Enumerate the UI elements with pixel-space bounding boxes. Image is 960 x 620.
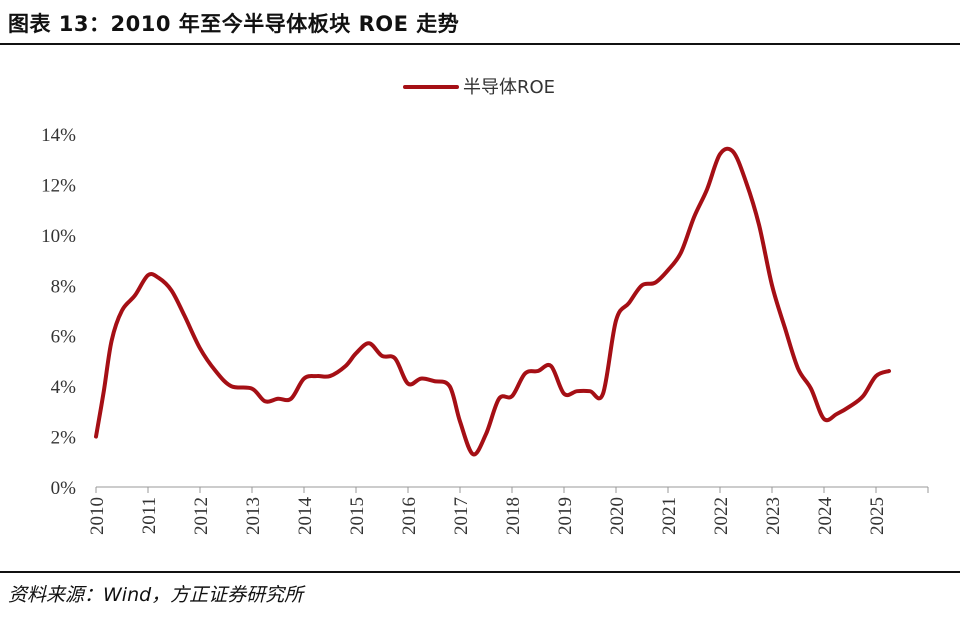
data-point bbox=[250, 387, 254, 391]
data-point bbox=[354, 351, 358, 355]
y-tick-label: 6% bbox=[51, 327, 77, 348]
x-tick-label: 2014 bbox=[295, 497, 316, 536]
data-point bbox=[432, 379, 436, 383]
y-tick-label: 10% bbox=[41, 226, 76, 247]
data-point bbox=[692, 215, 696, 219]
data-point bbox=[679, 251, 683, 255]
x-tick-label: 2020 bbox=[607, 497, 628, 535]
x-tick-label: 2013 bbox=[243, 497, 264, 535]
data-point bbox=[887, 369, 891, 373]
chart-area: 半导体ROE 0% 2% 4% 6% 8% 10% 12% 14% 2010 2011 2012 2… bbox=[0, 46, 960, 568]
series-line-semiconductor-roe bbox=[94, 146, 891, 457]
data-point bbox=[783, 326, 787, 330]
data-point bbox=[874, 374, 878, 378]
data-point bbox=[458, 419, 462, 423]
data-point bbox=[276, 397, 280, 401]
data-point bbox=[770, 283, 774, 287]
data-point bbox=[102, 389, 106, 393]
data-point bbox=[549, 364, 553, 368]
data-point bbox=[198, 346, 202, 350]
data-point bbox=[146, 273, 150, 277]
data-point bbox=[406, 382, 410, 386]
title-divider bbox=[0, 43, 960, 45]
x-tick-label: 2025 bbox=[867, 497, 888, 535]
y-tick-label: 0% bbox=[51, 478, 77, 499]
data-point bbox=[536, 369, 540, 373]
data-point bbox=[627, 301, 631, 305]
data-point bbox=[315, 374, 319, 378]
x-tick-label: 2022 bbox=[711, 497, 732, 535]
data-point bbox=[110, 339, 114, 343]
data-point bbox=[344, 364, 348, 368]
data-point bbox=[562, 392, 566, 396]
data-point bbox=[471, 452, 475, 456]
x-tick-label: 2012 bbox=[191, 497, 212, 535]
data-point bbox=[848, 404, 852, 408]
data-point bbox=[263, 399, 267, 403]
x-tick-label: 2021 bbox=[659, 497, 680, 535]
data-point bbox=[302, 377, 306, 381]
data-point bbox=[575, 389, 579, 393]
x-axis-ticks: 2010 2011 2012 2013 2014 2015 2016 2017 2018 2019… bbox=[87, 487, 929, 536]
y-tick-label: 2% bbox=[51, 428, 77, 449]
roe-line-chart: 半导体ROE 0%2%4%6%8%10%12%14% 2010 2011 2012 2… bbox=[41, 77, 929, 536]
data-point bbox=[214, 369, 218, 373]
y-tick-label: 12% bbox=[41, 175, 76, 196]
x-tick-label: 2010 bbox=[87, 497, 108, 535]
data-point bbox=[289, 397, 293, 401]
data-point bbox=[523, 372, 527, 376]
x-tick-label: 2018 bbox=[503, 497, 524, 535]
data-point bbox=[614, 319, 618, 323]
data-point bbox=[640, 283, 644, 287]
data-point bbox=[653, 281, 657, 285]
data-point bbox=[393, 356, 397, 360]
y-axis-ticks: 0% 2% 4% 6% 8% 10% 12% 14% bbox=[41, 125, 76, 499]
data-point bbox=[328, 374, 332, 378]
chart-legend: 半导体ROE bbox=[403, 77, 555, 98]
data-point bbox=[169, 288, 173, 292]
x-tick-label: 2015 bbox=[347, 497, 368, 535]
data-point bbox=[120, 309, 124, 313]
x-tick-label: 2019 bbox=[555, 497, 576, 535]
data-point bbox=[133, 293, 137, 297]
data-point bbox=[419, 377, 423, 381]
figure-title: 图表 13：2010 年至今半导体板块 ROE 走势 bbox=[8, 12, 460, 36]
series-group bbox=[94, 146, 891, 457]
legend-label: 半导体ROE bbox=[463, 77, 555, 98]
x-tick-label: 2024 bbox=[815, 497, 836, 536]
data-point bbox=[229, 384, 233, 388]
data-point bbox=[757, 223, 761, 227]
data-point bbox=[731, 150, 735, 154]
data-point bbox=[448, 384, 452, 388]
data-point bbox=[367, 341, 371, 345]
data-point bbox=[744, 180, 748, 184]
data-point bbox=[705, 187, 709, 191]
data-point bbox=[809, 387, 813, 391]
data-point bbox=[510, 394, 514, 398]
source-note: 资料来源：Wind，方正证券研究所 bbox=[8, 584, 304, 606]
x-tick-label: 2023 bbox=[763, 497, 784, 535]
data-point bbox=[796, 366, 800, 370]
footer-divider bbox=[0, 571, 960, 573]
data-point bbox=[601, 392, 605, 396]
y-tick-label: 4% bbox=[51, 377, 77, 398]
data-point bbox=[182, 314, 186, 318]
data-point bbox=[822, 417, 826, 421]
data-point bbox=[861, 394, 865, 398]
data-point bbox=[835, 412, 839, 416]
data-point bbox=[156, 276, 160, 280]
data-point bbox=[666, 268, 670, 272]
x-tick-label: 2017 bbox=[451, 497, 472, 535]
y-tick-label: 8% bbox=[51, 276, 77, 297]
data-point bbox=[497, 397, 501, 401]
y-tick-label: 14% bbox=[41, 125, 76, 146]
x-tick-label: 2016 bbox=[399, 497, 420, 535]
data-point bbox=[718, 152, 722, 156]
x-tick-label: 2011 bbox=[139, 497, 160, 534]
data-point bbox=[588, 389, 592, 393]
data-point bbox=[94, 435, 98, 439]
data-point bbox=[380, 354, 384, 358]
data-point bbox=[484, 432, 488, 436]
